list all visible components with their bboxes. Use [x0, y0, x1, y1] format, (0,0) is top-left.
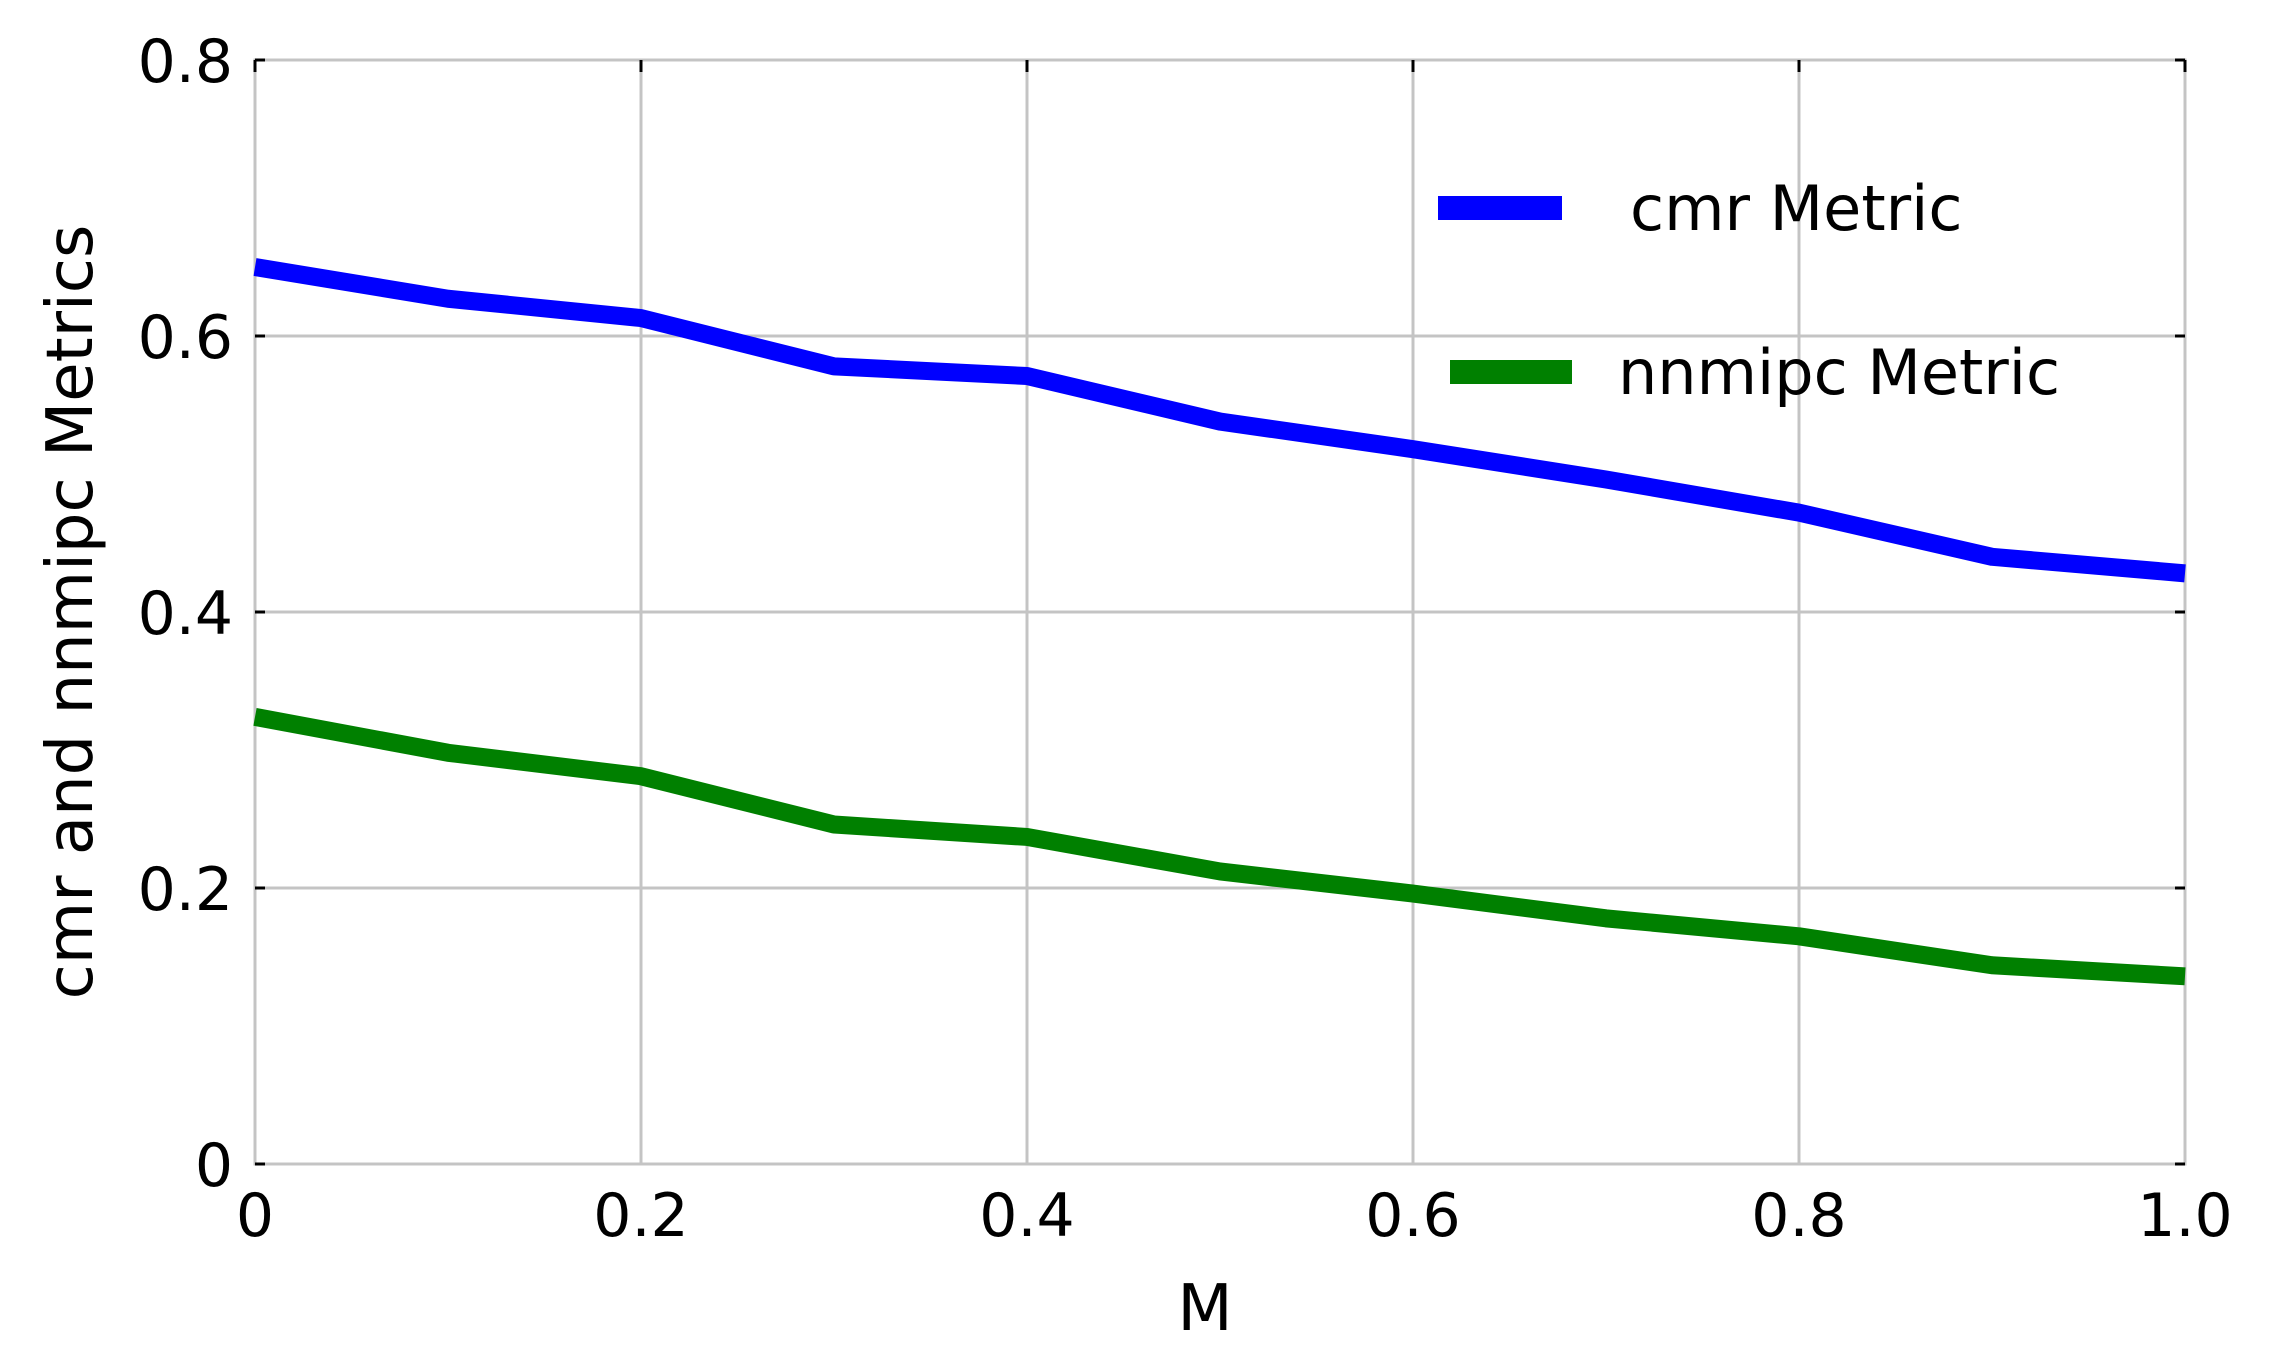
y-tick-label: 0.2	[138, 855, 233, 925]
series-line-nnmipc	[253, 708, 2186, 986]
y-tick-label: 0.8	[138, 27, 233, 97]
legend-label: cmr Metric	[1630, 172, 1962, 245]
y-tick-label: 0.6	[138, 303, 233, 373]
tick-labels: 0 0.2 0.4 0.6 0.8 1.0 0 0.2 0.4 0.6 0.8	[138, 27, 2233, 1251]
y-axis-title: cmr and nnmipc Metrics	[34, 225, 108, 1000]
x-tick-label: 0	[236, 1181, 274, 1251]
x-tick-label: 0.2	[593, 1181, 688, 1251]
legend: cmr Metric nnmipc Metric	[1438, 172, 2060, 409]
y-tick-label: 0	[195, 1131, 233, 1201]
axes	[253, 58, 2187, 1166]
x-tick-label: 0.8	[1751, 1181, 1846, 1251]
x-tick-label: 0.4	[979, 1181, 1074, 1251]
legend-label: nnmipc Metric	[1618, 336, 2060, 409]
x-tick-label: 1.0	[2137, 1181, 2232, 1251]
x-tick-label: 0.6	[1365, 1181, 1460, 1251]
x-axis-title: M	[1177, 1272, 1232, 1346]
y-tick-label: 0.4	[138, 579, 233, 649]
series-layer	[253, 258, 2186, 986]
series-line-cmr	[253, 258, 2186, 583]
